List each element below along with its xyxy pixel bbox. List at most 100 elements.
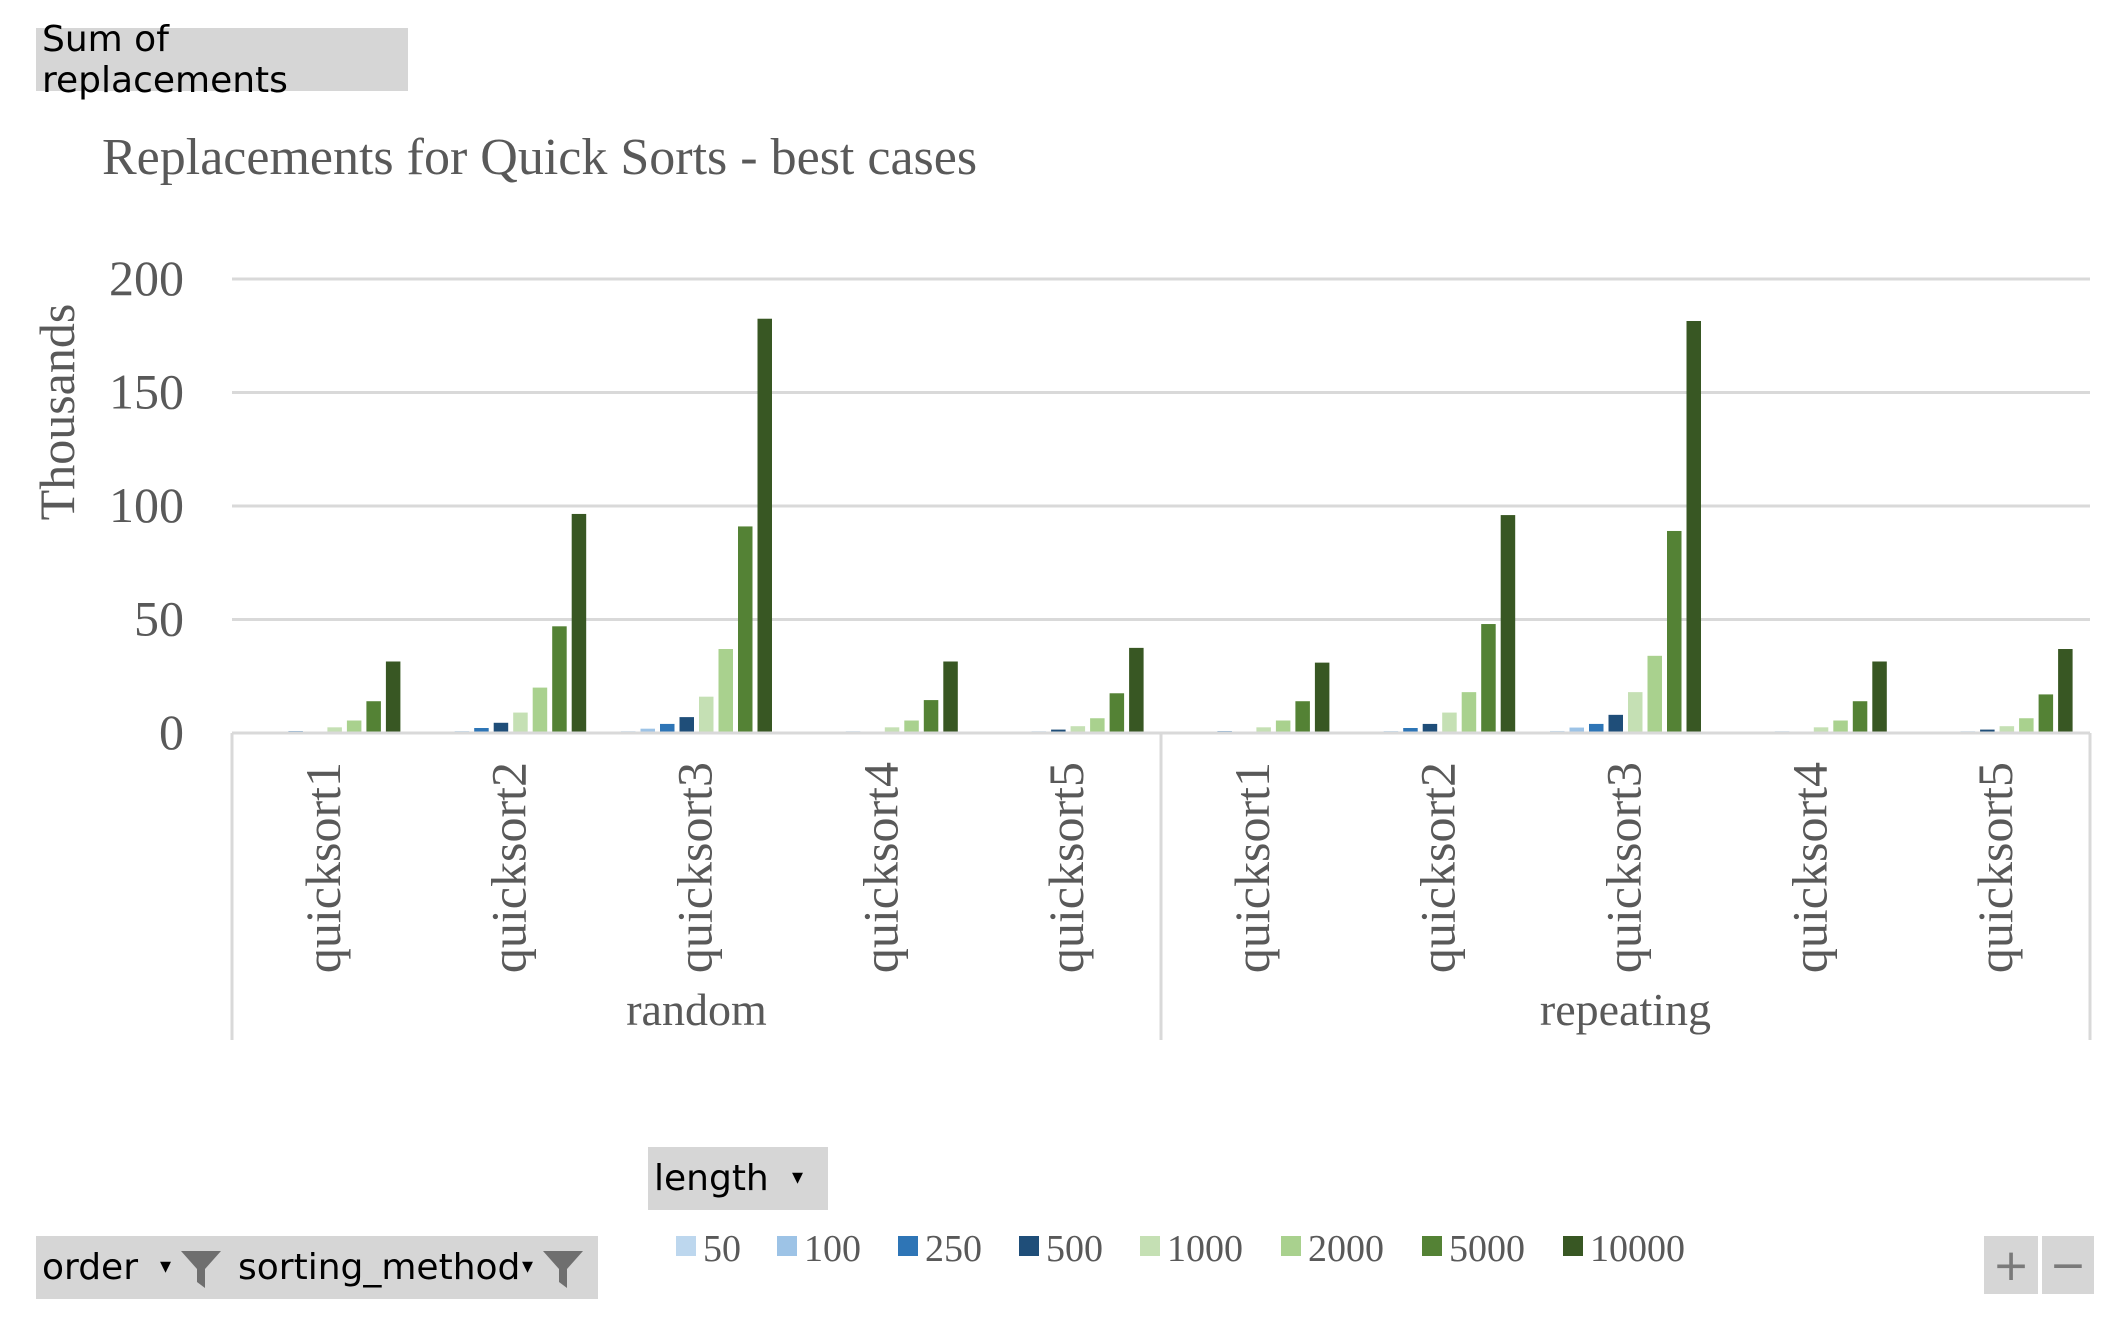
bar bbox=[2058, 649, 2073, 733]
bar bbox=[1833, 720, 1848, 733]
bar bbox=[679, 717, 694, 733]
legend-item-label: 250 bbox=[925, 1228, 982, 1270]
bar bbox=[943, 661, 958, 733]
bar bbox=[1256, 727, 1271, 733]
dropdown-arrow-icon[interactable]: ▾ bbox=[792, 1165, 804, 1190]
bar bbox=[2019, 718, 2034, 733]
legend-swatch bbox=[1281, 1236, 1301, 1256]
legend-swatch bbox=[1140, 1236, 1160, 1256]
bar bbox=[1686, 320, 1701, 733]
bar bbox=[327, 727, 342, 733]
x-tick-label: quicksort5 bbox=[1967, 762, 2023, 973]
bar bbox=[552, 626, 567, 733]
order-field-label: order bbox=[42, 1247, 138, 1288]
x-axis: quicksort1 quicksort2 quicksort3 quicksort4… bbox=[230, 731, 2092, 1040]
y-tick-label: 150 bbox=[109, 364, 184, 420]
bar bbox=[1051, 729, 1066, 733]
bar bbox=[2038, 694, 2054, 733]
bar bbox=[738, 526, 753, 733]
bar bbox=[699, 696, 714, 733]
bar bbox=[1461, 692, 1477, 733]
gridlines bbox=[232, 277, 2090, 735]
x-tick-label: quicksort4 bbox=[852, 762, 908, 973]
bar bbox=[493, 722, 509, 733]
sorting-method-field-label: sorting_method bbox=[238, 1247, 521, 1288]
bar bbox=[571, 513, 587, 733]
order-field-button[interactable]: order ▾ bbox=[36, 1236, 232, 1299]
legend-item-label: 50 bbox=[703, 1228, 741, 1270]
x-tick-label: quicksort2 bbox=[1410, 762, 1466, 973]
bar bbox=[660, 723, 675, 733]
legend-item-label: 100 bbox=[804, 1228, 861, 1270]
bar bbox=[640, 728, 655, 733]
bar bbox=[1628, 692, 1643, 733]
bar bbox=[1589, 723, 1604, 733]
y-tick-label: 0 bbox=[159, 704, 184, 760]
x-group-label: random bbox=[626, 984, 767, 1035]
bar bbox=[366, 701, 381, 733]
bar bbox=[1569, 727, 1584, 733]
bar bbox=[1667, 530, 1682, 733]
legend-swatch bbox=[777, 1236, 797, 1256]
bar bbox=[1070, 726, 1086, 733]
bar bbox=[1481, 624, 1496, 733]
legend-field-label: length bbox=[654, 1158, 769, 1199]
legend: 50 100 250 500 1000 2000 5000 10000 bbox=[676, 1228, 1685, 1270]
bar bbox=[346, 720, 362, 733]
collapse-field-button[interactable]: − bbox=[2040, 1236, 2094, 1294]
bars bbox=[249, 318, 2073, 734]
bar bbox=[1852, 701, 1868, 733]
bar bbox=[923, 700, 939, 733]
bar bbox=[1275, 720, 1291, 733]
y-axis-title: Thousands bbox=[29, 304, 85, 521]
bar bbox=[1813, 727, 1829, 733]
bar bbox=[1314, 662, 1330, 733]
x-tick-label: quicksort5 bbox=[1038, 762, 1094, 973]
bar bbox=[513, 712, 528, 733]
minus-icon: − bbox=[2049, 1239, 2087, 1291]
bar bbox=[757, 318, 772, 733]
y-tick-label: 200 bbox=[109, 250, 184, 306]
bar bbox=[385, 661, 401, 733]
bar bbox=[1872, 661, 1887, 733]
x-tick-label: quicksort3 bbox=[1596, 762, 1652, 973]
bar bbox=[474, 728, 489, 733]
legend-item-label: 10000 bbox=[1590, 1228, 1685, 1270]
legend-item-label: 5000 bbox=[1449, 1228, 1525, 1270]
bar bbox=[884, 727, 900, 733]
bar bbox=[1999, 726, 2015, 733]
sorting-method-field-button[interactable]: sorting_method ▾ bbox=[232, 1236, 598, 1299]
legend-swatch bbox=[1563, 1236, 1583, 1256]
x-tick-label: quicksort4 bbox=[1781, 762, 1837, 973]
bar bbox=[1608, 714, 1623, 733]
bar bbox=[1422, 723, 1438, 733]
legend-swatch bbox=[1019, 1236, 1039, 1256]
bar bbox=[718, 649, 733, 733]
legend-swatch bbox=[898, 1236, 918, 1256]
chart-title: Replacements for Quick Sorts - best case… bbox=[102, 129, 977, 186]
legend-swatch bbox=[1422, 1236, 1442, 1256]
legend-swatch bbox=[676, 1236, 696, 1256]
plus-icon: + bbox=[1992, 1239, 2030, 1291]
bar bbox=[1980, 729, 1995, 733]
x-tick-label: quicksort1 bbox=[295, 762, 351, 973]
bar bbox=[1647, 655, 1662, 733]
bar bbox=[1442, 712, 1457, 733]
x-tick-label: quicksort2 bbox=[481, 762, 537, 973]
y-axis-ticks: 0 50 100 150 200 bbox=[109, 250, 184, 760]
bar bbox=[1295, 701, 1310, 733]
dropdown-arrow-icon[interactable]: ▾ bbox=[160, 1254, 172, 1279]
values-field-button[interactable]: Sum of replacements bbox=[36, 19, 408, 101]
legend-field-button[interactable]: length ▾ bbox=[648, 1147, 828, 1210]
expand-field-button[interactable]: + bbox=[1984, 1236, 2038, 1294]
legend-item-label: 500 bbox=[1046, 1228, 1103, 1270]
x-tick-label: quicksort1 bbox=[1224, 762, 1280, 973]
filter-funnel-icon[interactable] bbox=[178, 1246, 224, 1292]
dropdown-arrow-icon[interactable]: ▾ bbox=[522, 1254, 534, 1279]
y-tick-label: 100 bbox=[109, 477, 184, 533]
bar bbox=[1403, 728, 1418, 733]
filter-funnel-icon[interactable] bbox=[540, 1246, 586, 1292]
x-group-label: repeating bbox=[1540, 984, 1711, 1035]
bar bbox=[904, 720, 919, 733]
